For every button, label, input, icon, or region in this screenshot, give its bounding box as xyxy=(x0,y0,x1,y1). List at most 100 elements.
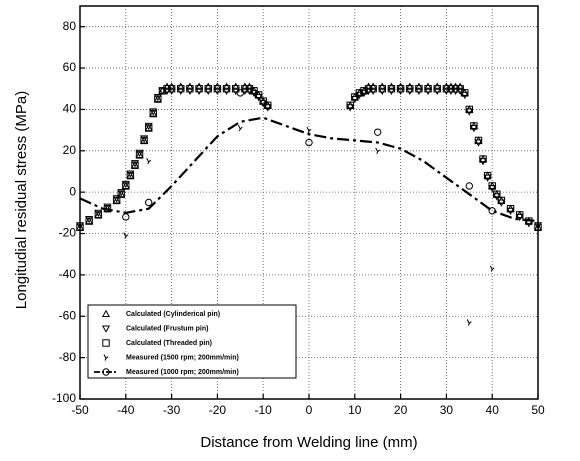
y-tick-label: -100 xyxy=(52,391,76,405)
y-tick-label: -80 xyxy=(59,350,77,364)
marker xyxy=(346,101,354,109)
y-tick-label: -40 xyxy=(59,267,77,281)
y-tick-label: -20 xyxy=(59,226,77,240)
marker xyxy=(474,139,483,147)
marker xyxy=(375,147,381,155)
marker xyxy=(140,136,149,144)
marker xyxy=(146,157,152,165)
marker xyxy=(222,87,231,96)
marker xyxy=(424,85,432,93)
marker xyxy=(117,190,125,198)
marker xyxy=(378,82,387,90)
marker xyxy=(185,82,194,90)
marker xyxy=(112,196,121,204)
y-tick-label: 20 xyxy=(63,143,77,157)
marker xyxy=(378,85,386,93)
x-tick-label: 10 xyxy=(348,403,362,417)
marker xyxy=(144,123,153,132)
legend-label: Measured (1000 rpm; 200mm/min) xyxy=(126,369,239,376)
legend-marker xyxy=(101,309,111,318)
marker xyxy=(222,85,231,93)
marker xyxy=(406,85,414,93)
marker xyxy=(176,87,185,96)
legend-marker xyxy=(101,325,111,333)
marker xyxy=(185,87,194,96)
marker xyxy=(126,170,135,178)
marker xyxy=(346,104,355,112)
marker xyxy=(237,124,243,132)
marker xyxy=(222,82,231,90)
marker xyxy=(461,89,469,97)
marker xyxy=(94,210,103,218)
marker xyxy=(112,196,121,205)
marker xyxy=(140,136,148,145)
marker xyxy=(232,85,240,93)
y-tick-label: 40 xyxy=(63,102,77,116)
marker xyxy=(305,138,313,147)
marker xyxy=(360,87,368,95)
marker xyxy=(493,190,501,198)
marker xyxy=(145,124,153,132)
x-tick-label: 20 xyxy=(394,403,408,417)
marker xyxy=(204,82,213,90)
marker xyxy=(85,216,94,225)
marker xyxy=(533,222,543,230)
x-tick-label: -10 xyxy=(255,403,273,417)
marker xyxy=(378,87,387,96)
marker xyxy=(497,196,506,205)
marker xyxy=(121,180,130,189)
marker xyxy=(103,203,112,211)
marker xyxy=(466,319,472,326)
marker xyxy=(351,93,359,101)
y-tick-label: 0 xyxy=(69,184,76,198)
x-tick-label: -20 xyxy=(209,403,227,417)
marker xyxy=(451,85,460,93)
marker xyxy=(254,93,263,102)
marker xyxy=(369,85,377,93)
marker xyxy=(506,205,515,213)
marker xyxy=(163,85,171,93)
marker xyxy=(424,87,433,96)
marker xyxy=(433,82,442,90)
legend-marker xyxy=(103,354,109,361)
marker xyxy=(140,135,149,143)
legend-label: Calculated (Threaded pin) xyxy=(126,340,212,347)
marker xyxy=(479,155,487,163)
legend-label: Calculated (Frustum pin) xyxy=(126,325,208,332)
marker xyxy=(149,109,158,117)
marker xyxy=(213,82,222,90)
y-tick-label: -60 xyxy=(59,308,77,322)
marker xyxy=(414,87,423,96)
marker xyxy=(145,198,153,207)
fit-line xyxy=(79,116,539,223)
marker xyxy=(405,87,414,96)
marker xyxy=(478,158,488,166)
marker xyxy=(126,171,135,180)
marker xyxy=(195,87,204,96)
marker xyxy=(259,97,267,105)
marker xyxy=(465,108,474,116)
marker xyxy=(131,161,139,169)
legend-marker xyxy=(102,339,110,347)
marker xyxy=(135,150,144,158)
marker xyxy=(94,209,103,218)
marker xyxy=(85,217,93,225)
marker xyxy=(117,189,126,198)
marker xyxy=(483,171,492,180)
x-tick-label: 40 xyxy=(486,403,500,417)
marker xyxy=(447,85,455,93)
marker xyxy=(112,195,121,203)
marker xyxy=(465,105,474,114)
marker xyxy=(469,124,478,133)
y-tick-label: 60 xyxy=(63,60,77,74)
marker xyxy=(195,82,204,90)
marker xyxy=(130,161,140,169)
marker xyxy=(177,85,185,93)
marker xyxy=(250,87,258,95)
x-tick-label: -50 xyxy=(71,403,89,417)
legend-label: Measured (1500 rpm; 200mm/min) xyxy=(126,354,239,361)
marker xyxy=(167,85,176,93)
marker xyxy=(433,85,441,93)
x-tick-label: -30 xyxy=(163,403,181,417)
